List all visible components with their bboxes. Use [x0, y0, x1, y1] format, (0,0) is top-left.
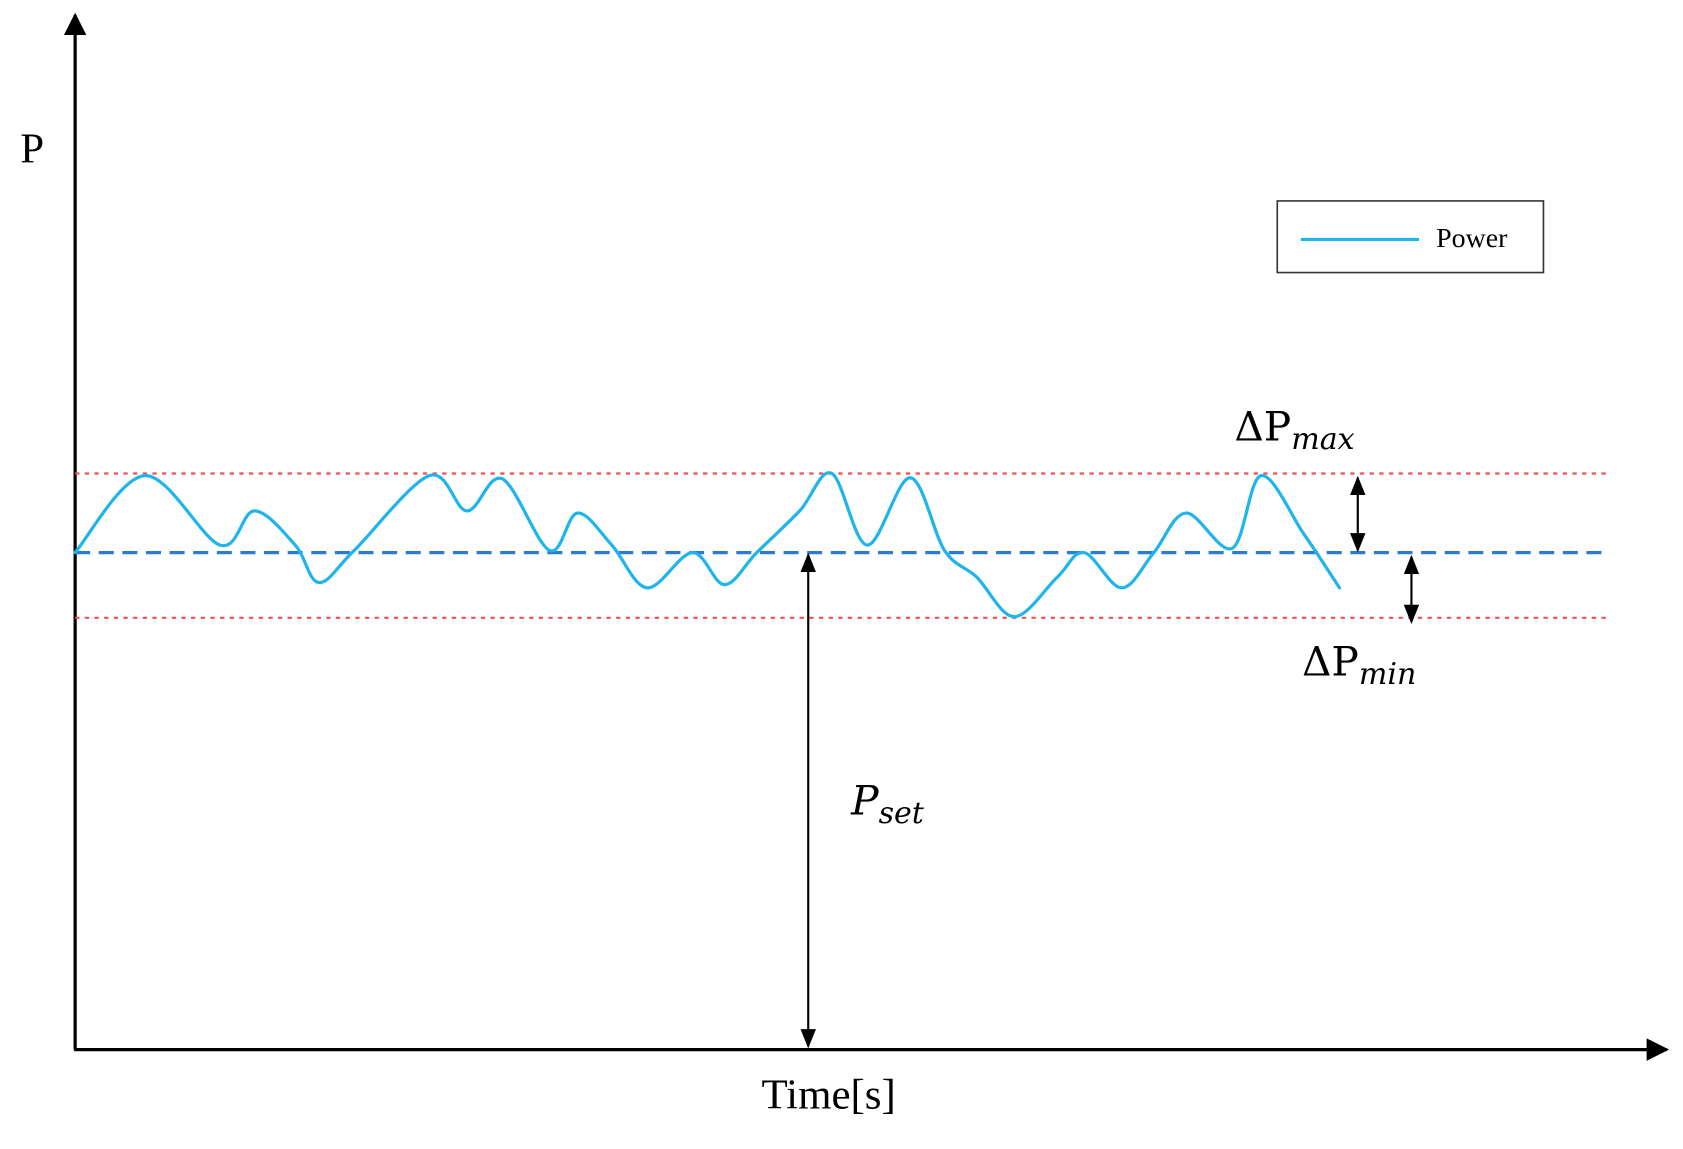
setpoint-label: Pset [850, 777, 925, 831]
legend-label: Power [1436, 223, 1508, 254]
y-axis-label: P [20, 126, 44, 173]
symbol: ΔP [1234, 402, 1291, 450]
subscript: set [879, 796, 925, 831]
delta-max-label: ΔPmax [1234, 402, 1354, 456]
subscript: max [1291, 422, 1354, 457]
symbol: P [850, 777, 879, 825]
x-axis-label: Time[s] [761, 1071, 895, 1118]
delta-min-label: ΔPmin [1302, 638, 1416, 692]
power-curve [73, 471, 1342, 619]
subscript: min [1359, 657, 1416, 692]
legend-box [1276, 200, 1545, 274]
symbol: ΔP [1302, 638, 1359, 686]
